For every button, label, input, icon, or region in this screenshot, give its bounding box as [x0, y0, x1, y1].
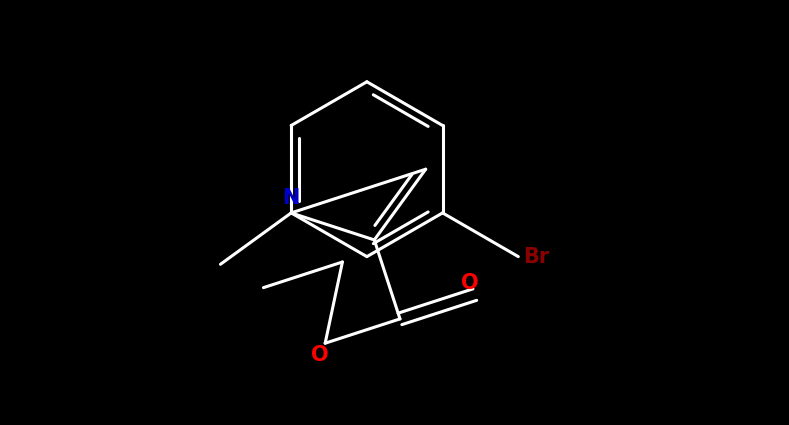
Text: Br: Br: [523, 246, 550, 266]
Text: O: O: [312, 345, 329, 365]
Text: N: N: [282, 188, 300, 208]
Text: O: O: [461, 272, 479, 292]
